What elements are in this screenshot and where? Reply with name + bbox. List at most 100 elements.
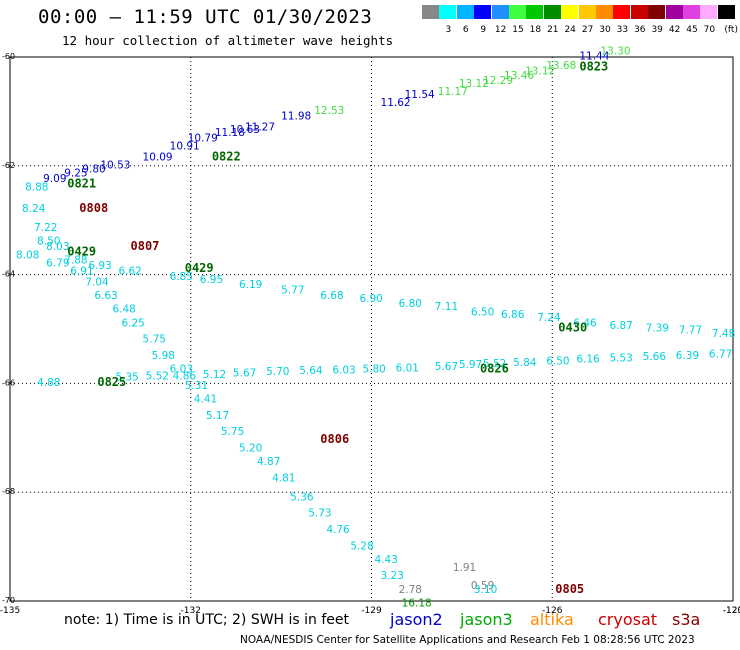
wave-height-value: 5.52 <box>483 358 506 370</box>
wave-height-value: 5.53 <box>609 353 632 365</box>
legend-swatch <box>596 5 613 19</box>
wave-height-value: 8.50 <box>37 236 60 248</box>
legend-swatch <box>422 5 439 19</box>
wave-height-value: 7.24 <box>537 312 561 324</box>
wave-height-value: 6.62 <box>118 266 141 278</box>
legend-swatch <box>717 5 735 19</box>
wave-height-value: 6.87 <box>609 320 632 332</box>
wave-height-value: 6.93 <box>88 260 111 272</box>
wave-height-value: 7.39 <box>646 323 669 335</box>
wave-height-value: 6.03 <box>332 365 355 377</box>
satellite-label: s3a <box>672 610 701 629</box>
wave-height-value: 12.29 <box>483 75 513 87</box>
wave-height-value: 9.09 <box>43 173 66 185</box>
wave-height-value: 9.25 <box>64 168 87 180</box>
x-tick-label: -132 <box>181 606 201 616</box>
wave-height-value: 2.78 <box>399 584 422 596</box>
legend-swatch <box>648 5 666 19</box>
wave-height-value: 7.11 <box>435 301 458 313</box>
wave-height-value: 13.68 <box>546 60 576 72</box>
wave-height-value: 6.80 <box>399 298 422 310</box>
pass-time-label: 0429 <box>185 261 214 275</box>
wave-height-value: 4.43 <box>375 554 398 566</box>
y-tick-label: -66 <box>2 378 15 387</box>
pass-time-label: 0825 <box>97 375 126 389</box>
wave-height-value: 5.84 <box>513 357 537 369</box>
pass-time-label: 0430 <box>558 321 587 335</box>
wave-height-value: 5.17 <box>206 410 229 422</box>
satellite-label: jason3 <box>460 610 513 629</box>
wave-height-value: 5.98 <box>152 350 175 362</box>
wave-height-value: 3.10 <box>474 584 497 596</box>
pass-time-label: 0808 <box>79 201 108 215</box>
wave-height-value: 1.91 <box>453 562 476 574</box>
wave-height-value: 6.46 <box>573 317 597 329</box>
wave-height-value: 6.01 <box>396 362 419 374</box>
legend-swatch <box>439 5 457 19</box>
legend-swatch <box>543 5 561 19</box>
legend-swatch <box>613 5 631 19</box>
wave-height-value: 7.22 <box>34 222 57 234</box>
legend-swatch <box>665 5 683 19</box>
wave-height-value: 5.67 <box>435 361 458 373</box>
wave-height-value: 6.77 <box>709 348 732 360</box>
wave-height-value: 6.68 <box>320 290 343 302</box>
wave-height-value: 5.75 <box>143 334 166 346</box>
legend-label: 3 <box>445 25 452 35</box>
satellite-label: jason2 <box>390 610 443 629</box>
wave-height-value: 8.24 <box>22 203 46 215</box>
legend-swatch <box>474 5 492 19</box>
pass-time-label: 0822 <box>212 149 241 163</box>
wave-height-value: 13.12 <box>459 78 489 90</box>
wave-height-value: 5.73 <box>308 508 331 520</box>
pass-time-label: 0807 <box>131 239 160 253</box>
wave-height-value: 7.48 <box>712 328 735 340</box>
wave-height-value: 5.12 <box>203 369 226 381</box>
wave-height-value: 6.91 <box>70 266 93 278</box>
legend-label: 24 <box>564 25 576 35</box>
legend-swatch <box>578 5 596 19</box>
pass-time-label: 0429 <box>67 245 96 259</box>
legend-unit-label: (ft) <box>724 25 738 35</box>
wave-height-value: 4.76 <box>326 524 350 536</box>
wave-height-value: 13.12 <box>525 65 555 77</box>
wave-height-value: 8.03 <box>46 241 69 253</box>
legend-swatch <box>630 5 648 19</box>
wave-height-value: 5.97 <box>459 359 482 371</box>
wave-height-value: 10.79 <box>188 132 218 144</box>
wave-height-value: 11.54 <box>405 89 435 101</box>
wave-height-value: 8.88 <box>25 181 48 193</box>
pass-time-label: 0826 <box>480 362 509 376</box>
legend-swatch <box>683 5 700 19</box>
wave-height-value: 11.98 <box>281 111 311 123</box>
wave-height-value: 5.36 <box>290 491 314 503</box>
legend-label: 33 <box>616 25 629 35</box>
wave-height-value: 6.48 <box>112 304 135 316</box>
legend-swatch <box>561 5 579 19</box>
wave-height-value: 5.64 <box>299 365 323 377</box>
wave-height-value: 11.44 <box>579 51 609 63</box>
legend-label: 18 <box>529 25 542 35</box>
wave-height-value: 5.67 <box>233 367 256 379</box>
data-layer: 11.4413.3013.6813.1213.4612.2913.1211.17… <box>16 45 735 609</box>
x-tick-label: -129 <box>361 606 382 616</box>
legend-label: 21 <box>547 25 559 35</box>
wave-height-value: 16.18 <box>402 597 432 609</box>
wave-height-value: 4.86 <box>173 371 197 383</box>
y-tick-label: -68 <box>2 487 15 496</box>
legend-label: 45 <box>686 25 698 35</box>
wave-height-value: 6.19 <box>239 279 262 291</box>
footer-credit: NOAA/NESDIS Center for Satellite Applica… <box>240 634 695 646</box>
legend-label: 12 <box>494 25 507 35</box>
chart-title: 00:00 – 11:59 UTC 01/30/2023 <box>38 6 373 28</box>
pass-time-label: 0821 <box>67 177 96 191</box>
wave-height-value: 7.77 <box>679 324 702 336</box>
pass-time-label: 0805 <box>555 582 584 596</box>
y-tick-label: -64 <box>2 270 15 279</box>
wave-height-value: 6.63 <box>94 290 117 302</box>
legend-label: 9 <box>480 25 487 35</box>
wave-height-value: 6.39 <box>676 350 699 362</box>
legend-label: 36 <box>634 25 646 35</box>
legend-swatch <box>700 5 718 19</box>
